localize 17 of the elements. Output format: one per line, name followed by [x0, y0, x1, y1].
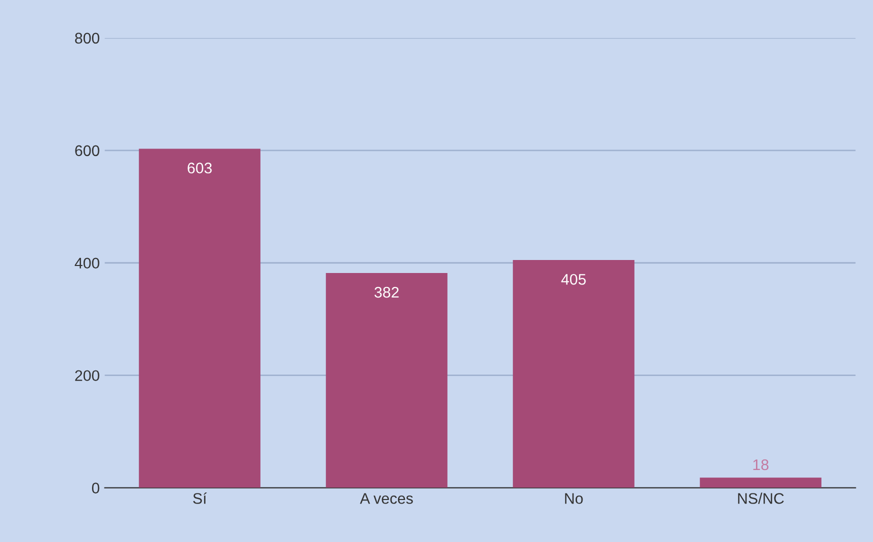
bar	[700, 478, 822, 488]
bar	[512, 260, 634, 488]
x-tick-label: NS/NC	[738, 492, 784, 504]
data-label: 405	[561, 274, 586, 285]
y-tick-label: 800	[75, 32, 100, 44]
bar	[326, 272, 448, 488]
y-tick-label: 200	[75, 370, 100, 382]
x-tick-label: Sí	[193, 492, 207, 504]
x-tick-label: A veces	[360, 493, 413, 504]
data-label: 382	[374, 286, 399, 298]
bar	[138, 148, 260, 488]
y-tick-label: 0	[92, 482, 100, 494]
y-tick-label: 400	[74, 258, 100, 269]
data-label: 603	[188, 162, 212, 174]
data-label: 18	[753, 459, 768, 470]
y-tick-label: 600	[75, 145, 100, 156]
x-tick-label: No	[565, 493, 583, 504]
